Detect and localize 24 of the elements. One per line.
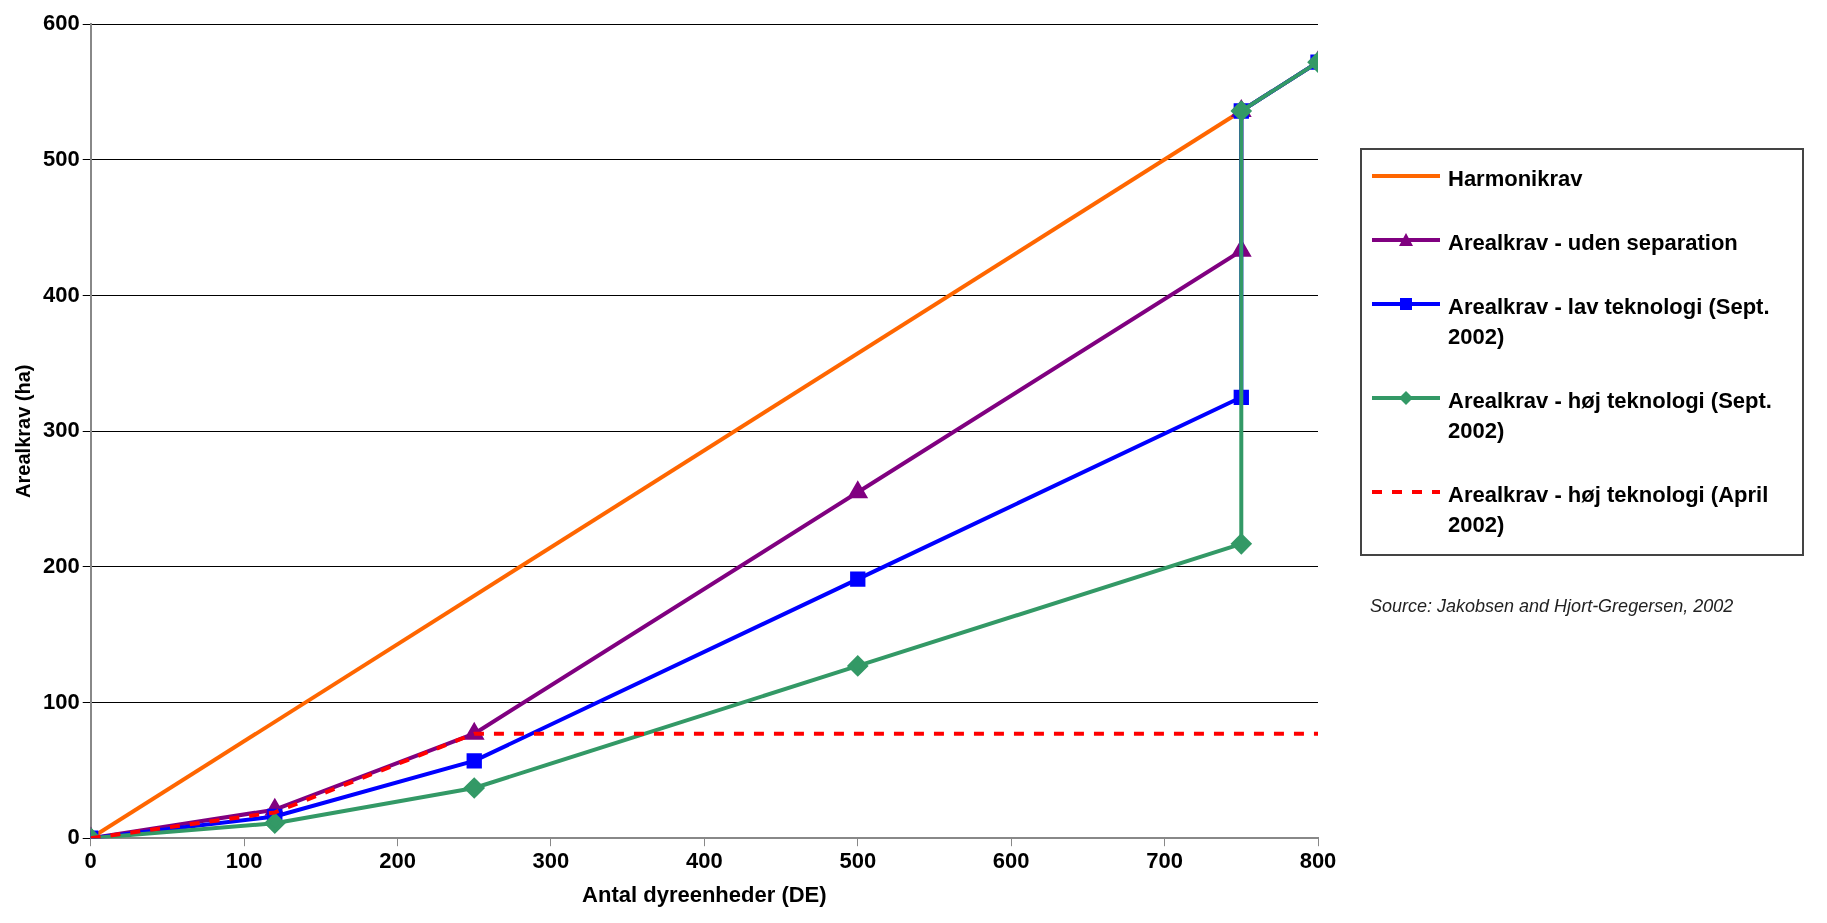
x-tick-label: 400 (685, 848, 723, 874)
x-tick-label: 600 (992, 848, 1030, 874)
y-axis-title: Arealkrav (ha) (11, 364, 34, 498)
y-tick-label: 100 (42, 688, 80, 714)
source-note: Source: Jakobsen and Hjort-Gregersen, 2002 (1370, 596, 1734, 617)
y-tick-label: 600 (42, 10, 80, 36)
legend-label: Arealkrav - høj teknologi (Sept. 2002) (1448, 387, 1773, 445)
y-tick-label: 200 (42, 552, 80, 578)
x-tick-label: 0 (84, 848, 97, 874)
legend-label: Arealkrav - lav teknologi (Sept. 2002) (1448, 293, 1771, 351)
x-tick-label: 800 (1299, 848, 1337, 874)
y-tick-label: 400 (42, 281, 80, 307)
legend-label: Arealkrav - høj teknologi (April 2002) (1448, 481, 1770, 539)
x-axis-title: Antal dyreenheder (DE) (582, 881, 827, 907)
y-tick-label: 500 (42, 145, 80, 171)
x-tick-label: 700 (1146, 848, 1183, 874)
y-tick-label: 300 (42, 417, 80, 443)
legend-label: Harmonikrav (1448, 165, 1583, 193)
x-tick-label: 100 (225, 848, 263, 874)
x-tick-label: 300 (532, 848, 570, 874)
x-tick-label: 200 (379, 848, 416, 874)
y-tick-label: 0 (67, 824, 80, 850)
x-tick-label: 500 (839, 848, 877, 874)
legend-label: Arealkrav - uden separation (1448, 229, 1738, 257)
